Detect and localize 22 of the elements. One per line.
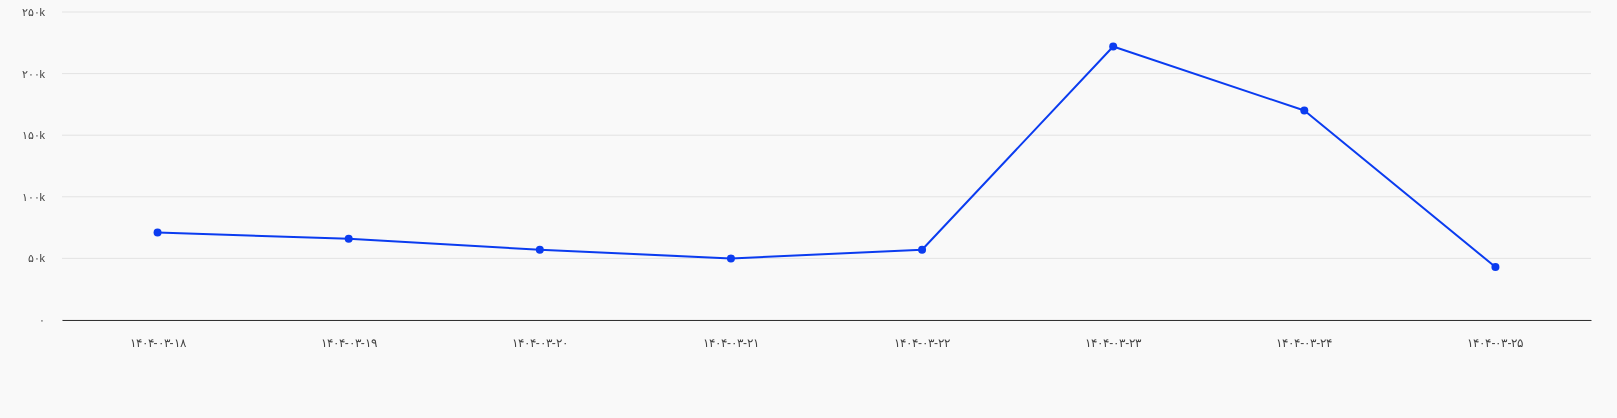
y-tick-label: ۰ xyxy=(39,314,45,327)
y-tick-label: ۲۵۰k xyxy=(21,6,46,19)
x-tick-label: ۱۴۰۴-۰۳-۲۱ xyxy=(702,335,759,350)
point xyxy=(153,228,162,237)
point xyxy=(1109,42,1118,51)
y-tick-label: ۲۰۰k xyxy=(21,67,46,80)
x-tick-label: ۱۴۰۴-۰۳-۱۹ xyxy=(320,335,377,350)
y-tick-label: ۱۰۰k xyxy=(21,190,46,203)
y-tick-label: ۱۵۰k xyxy=(21,129,46,142)
point xyxy=(726,254,735,263)
point xyxy=(535,245,544,254)
point xyxy=(1491,263,1500,272)
x-tick-label: ۱۴۰۴-۰۳-۲۴ xyxy=(1276,335,1333,350)
x-tick-label: ۱۴۰۴-۰۳-۲۰ xyxy=(511,335,568,350)
point xyxy=(344,234,353,243)
point xyxy=(1300,106,1309,115)
x-tick-label: ۱۴۰۴-۰۳-۲۳ xyxy=(1085,335,1143,350)
x-tick-label: ۱۴۰۴-۰۳-۲۲ xyxy=(894,335,951,350)
point xyxy=(918,245,927,254)
x-tick-label: ۱۴۰۴-۰۳-۱۸ xyxy=(129,335,187,350)
x-tick-label: ۱۴۰۴-۰۳-۲۵ xyxy=(1467,335,1524,350)
y-tick-label: ۵۰k xyxy=(27,252,46,265)
